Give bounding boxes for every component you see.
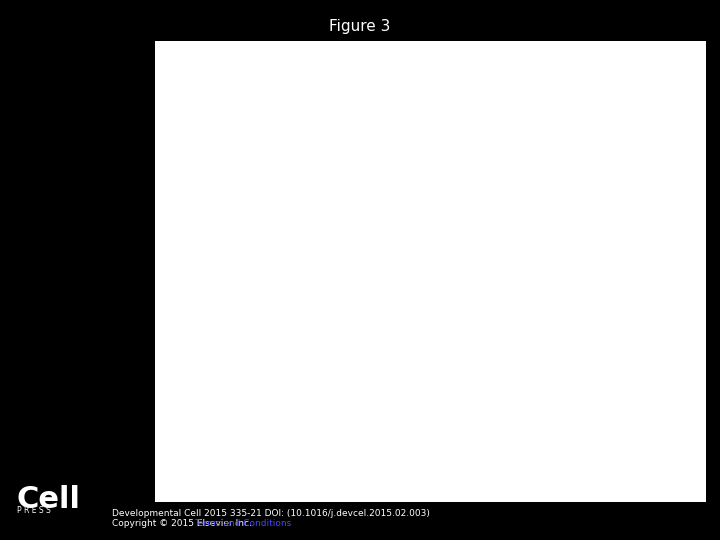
Text: P R E S S: P R E S S [17,505,50,515]
Text: Figure 3: Figure 3 [329,19,391,34]
Text: Copyright © 2015 Elsevier Inc.: Copyright © 2015 Elsevier Inc. [112,519,254,529]
Text: Developmental Cell 2015 335-21 DOI: (10.1016/j.devcel.2015.02.003): Developmental Cell 2015 335-21 DOI: (10.… [112,509,429,518]
Text: Cell: Cell [17,485,81,515]
Text: Terms and Conditions: Terms and Conditions [194,519,292,529]
